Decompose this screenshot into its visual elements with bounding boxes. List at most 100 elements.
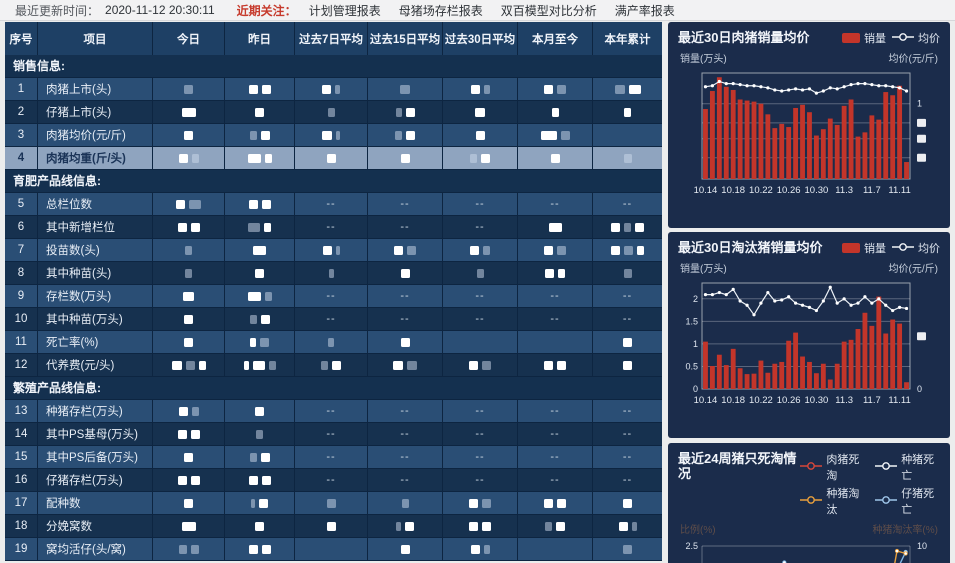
table-row[interactable]: 8 其中种苗(头) xyxy=(5,262,662,285)
legend-item-3[interactable]: 仔猪死亡 xyxy=(875,485,940,517)
redacted-value xyxy=(252,360,265,370)
row-label: 投苗数(头) xyxy=(38,239,153,261)
redacted-value xyxy=(177,475,187,485)
row-number: 12 xyxy=(5,354,38,376)
table-row[interactable]: 12 代养费(元/头) xyxy=(5,354,662,377)
table-cell xyxy=(153,308,225,330)
table-cell xyxy=(153,147,225,169)
redacted-value xyxy=(264,153,272,163)
legend-item-2[interactable]: 种猪淘汰 xyxy=(800,485,865,517)
redacted-value xyxy=(400,337,410,347)
table-cell xyxy=(225,193,295,215)
table-row[interactable]: 19 窝均活仔(头/窝) xyxy=(5,538,662,561)
redacted-value xyxy=(184,452,193,462)
row-label: 其中种苗(万头) xyxy=(38,308,153,330)
legend-label: 销量 xyxy=(864,33,886,45)
redacted-value xyxy=(614,84,625,94)
row-number: 4 xyxy=(5,147,38,169)
redacted-value xyxy=(184,314,193,324)
table-cell xyxy=(153,193,225,215)
legend-label: 均价 xyxy=(918,33,940,45)
table-body: 销售信息: 1 肉猪上市(头) 2 仔猪上市(头) 3 肉猪均价(元/斤) 4 肉猪均重(斤/头… xyxy=(5,55,662,561)
table-row[interactable]: 10 其中种苗(万头) -- -- -- -- -- xyxy=(5,308,662,331)
redacted-value xyxy=(184,84,193,94)
redacted-value xyxy=(400,544,410,554)
redacted-value xyxy=(322,130,332,140)
report-link[interactable]: 双百模型对比分析 xyxy=(500,3,597,18)
redacted-value xyxy=(268,360,276,370)
table-row[interactable]: 14 其中PS基母(万头) -- -- -- -- -- xyxy=(5,423,662,446)
svg-text:11.3: 11.3 xyxy=(835,395,853,406)
table-row[interactable]: 18 分娩窝数 xyxy=(5,515,662,538)
redacted-value xyxy=(249,314,257,324)
table-cell xyxy=(518,124,593,146)
table-row[interactable]: 7 投苗数(头) xyxy=(5,239,662,262)
chart-canvas[interactable]: 10.14 10.18 10.22 10.26 10.30 11.3 11.7 11.11 1 xyxy=(678,67,940,217)
table-row[interactable]: 17 配种数 xyxy=(5,492,662,515)
legend-item-1[interactable]: 种猪死亡 xyxy=(875,451,940,483)
table-row[interactable]: 11 死亡率(%) xyxy=(5,331,662,354)
table-cell xyxy=(225,147,295,169)
column-header: 本月至今 xyxy=(518,22,593,55)
chart-canvas[interactable]: 2.510281.56 xyxy=(678,538,940,563)
redacted-value xyxy=(557,84,566,94)
redacted-value xyxy=(249,130,257,140)
row-number: 11 xyxy=(5,331,38,353)
table-cell xyxy=(225,285,295,307)
row-label: 肉猪均价(元/斤) xyxy=(38,124,153,146)
table-row[interactable]: 4 肉猪均重(斤/头) xyxy=(5,147,662,170)
table-cell xyxy=(593,331,662,353)
legend-item-0[interactable]: 肉猪死淘 xyxy=(800,451,865,483)
chart-canvas[interactable]: 0 0.5 1 1.5 2 10.14 10.18 10.22 10.26 10.30 11.3 11… xyxy=(678,277,940,427)
table-cell xyxy=(518,538,593,560)
table-cell xyxy=(518,78,593,100)
table-row[interactable]: 1 肉猪上市(头) xyxy=(5,78,662,101)
report-link[interactable]: 母猪场存栏报表 xyxy=(398,3,483,18)
redacted-value xyxy=(482,498,491,508)
redacted-value xyxy=(322,245,332,255)
row-label: 存栏数(万头) xyxy=(38,285,153,307)
table-row[interactable]: 13 种猪存栏(万头) -- -- -- -- -- xyxy=(5,400,662,423)
table-cell xyxy=(153,423,225,445)
chart-legend: 肉猪死淘 种猪死亡 种猪淘汰 仔猪死亡 xyxy=(800,451,940,517)
redacted-value xyxy=(550,153,560,163)
table-row[interactable]: 16 仔猪存栏(万头) -- -- -- -- -- xyxy=(5,469,662,492)
table-row[interactable]: 5 总栏位数 -- -- -- -- -- xyxy=(5,193,662,216)
redacted-value xyxy=(545,521,552,531)
row-number: 18 xyxy=(5,515,38,537)
redacted-value xyxy=(243,360,249,370)
redacted-value xyxy=(261,199,271,209)
report-link[interactable]: 计划管理报表 xyxy=(308,3,381,18)
legend-item-1[interactable]: 均价 xyxy=(892,240,940,256)
table-cell xyxy=(368,124,443,146)
legend-item-0[interactable]: 销量 xyxy=(842,30,886,46)
legend-item-1[interactable]: 均价 xyxy=(892,30,940,46)
redacted-value xyxy=(483,245,490,255)
table-row[interactable]: 3 肉猪均价(元/斤) xyxy=(5,124,662,147)
chart-panel-pig-sales-price: 最近30日肉猪销量均价 销量 均价 销量(万头) 均价(元/斤) 10.14 10.18 10… xyxy=(668,22,950,228)
table-row[interactable]: 15 其中PS后备(万头) -- -- -- -- -- xyxy=(5,446,662,469)
redacted-value xyxy=(556,521,565,531)
row-label: 总栏位数 xyxy=(38,193,153,215)
table-cell: -- xyxy=(368,469,443,491)
table-cell xyxy=(225,400,295,422)
report-link[interactable]: 满产率报表 xyxy=(614,3,675,18)
table-cell xyxy=(225,124,295,146)
legend-label: 种猪淘汰 xyxy=(826,488,860,516)
row-number: 17 xyxy=(5,492,38,514)
row-number: 3 xyxy=(5,124,38,146)
table-row[interactable]: 6 其中新增栏位 -- -- -- xyxy=(5,216,662,239)
table-cell: -- xyxy=(443,193,518,215)
legend-item-0[interactable]: 销量 xyxy=(842,240,886,256)
table-cell xyxy=(153,400,225,422)
table-cell xyxy=(295,147,368,169)
svg-text:11.7: 11.7 xyxy=(863,185,881,196)
table-section-header: 育肥产品线信息: xyxy=(5,170,662,193)
redacted-value xyxy=(255,521,264,531)
svg-text:10.14: 10.14 xyxy=(694,395,718,406)
table-row[interactable]: 9 存栏数(万头) -- -- -- -- -- xyxy=(5,285,662,308)
table-row[interactable]: 2 仔猪上市(头) xyxy=(5,101,662,124)
table-cell xyxy=(368,239,443,261)
table-cell xyxy=(295,492,368,514)
left-axis-label: 销量(万头) xyxy=(680,264,727,275)
